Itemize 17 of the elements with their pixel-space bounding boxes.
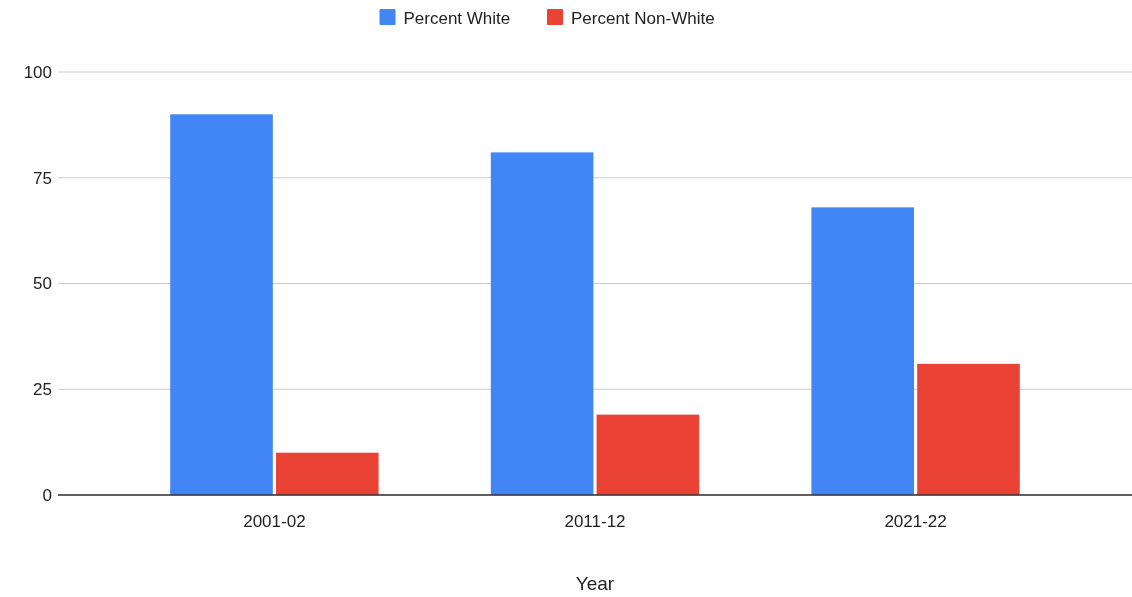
bar: [275, 452, 379, 495]
bar: [811, 207, 915, 495]
bar: [490, 152, 594, 495]
y-tick-label: 50: [33, 274, 52, 294]
x-tick-label: 2021-22: [884, 512, 947, 531]
x-tick-label: 2011-12: [564, 512, 626, 531]
y-tick-label: 0: [42, 485, 52, 505]
x-axis-title: Year: [575, 573, 615, 594]
bar: [596, 414, 700, 495]
bar: [917, 363, 1020, 495]
y-tick-label: 100: [23, 62, 52, 82]
bar: [170, 114, 273, 495]
x-tick-label: 2001-02: [243, 512, 306, 531]
y-tick-label: 25: [33, 380, 52, 400]
legend-label: Percent Non-White: [571, 8, 715, 28]
y-tick-label: 75: [33, 168, 52, 188]
legend-label: Percent White: [403, 8, 511, 28]
